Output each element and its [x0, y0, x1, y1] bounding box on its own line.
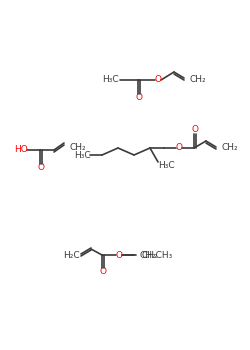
Text: O: O	[116, 251, 122, 259]
Text: O: O	[154, 76, 162, 84]
Text: CH₂: CH₂	[190, 75, 206, 84]
Text: HO: HO	[14, 146, 28, 154]
Text: O: O	[192, 126, 198, 134]
Text: H₃C: H₃C	[74, 150, 90, 160]
Text: O: O	[176, 144, 182, 153]
Text: CH₂: CH₂	[70, 142, 87, 152]
Text: H₃C: H₃C	[102, 76, 119, 84]
Text: O: O	[38, 163, 44, 173]
Text: CH₂: CH₂	[221, 142, 238, 152]
Text: O: O	[136, 93, 142, 103]
Text: H₂C: H₂C	[64, 251, 80, 259]
Text: CH₂: CH₂	[142, 251, 159, 259]
Text: CH₂CH₃: CH₂CH₃	[140, 251, 173, 259]
Text: O: O	[100, 267, 106, 276]
Text: H₃C: H₃C	[158, 161, 174, 170]
